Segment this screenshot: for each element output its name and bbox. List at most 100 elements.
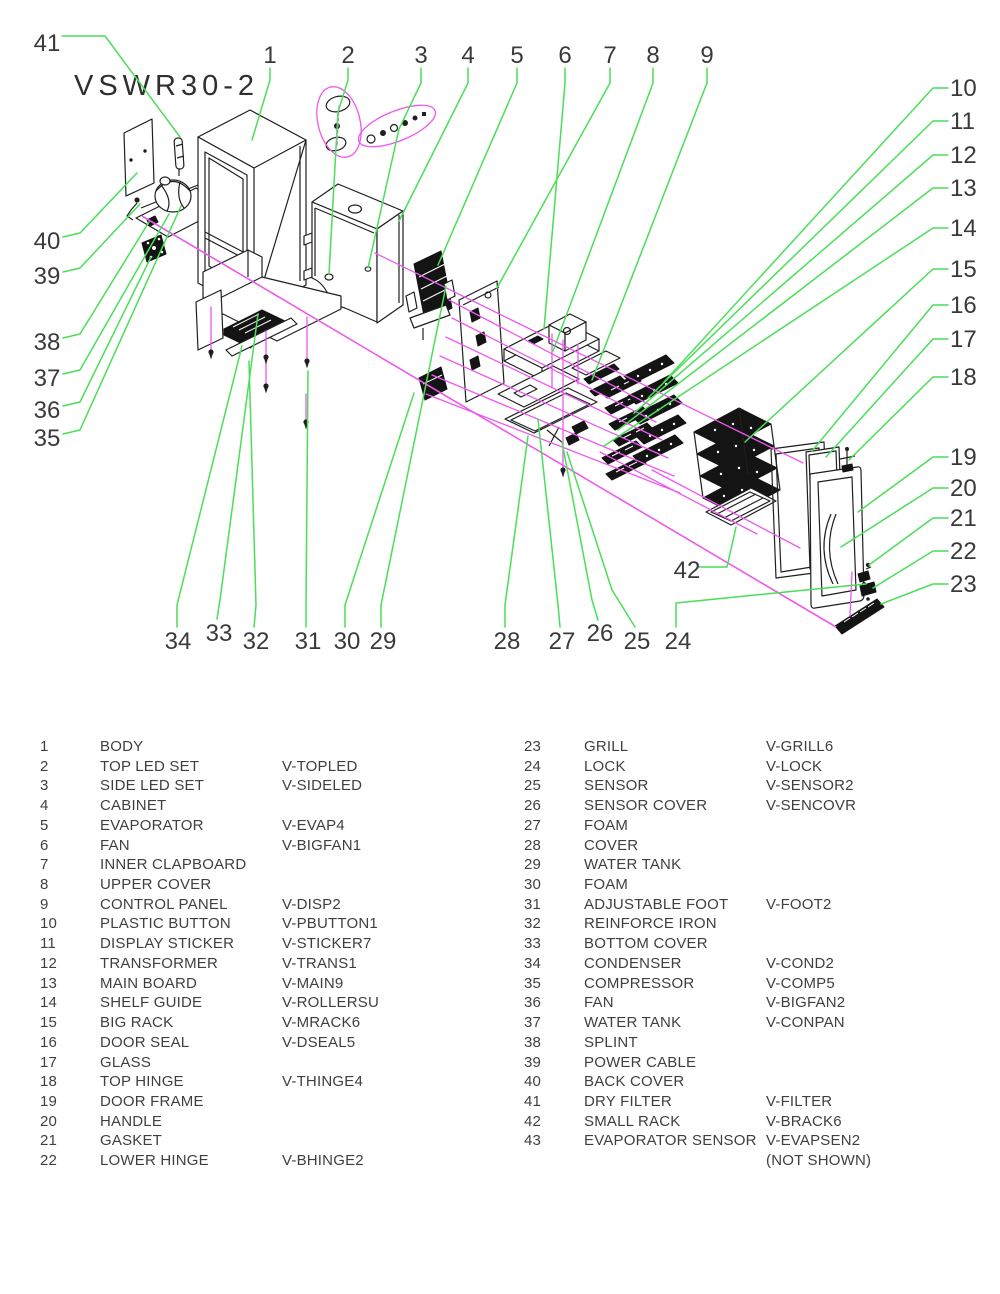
part-number: 11: [40, 935, 56, 953]
splint-part: [146, 215, 159, 227]
part-name: SPLINT: [584, 1033, 638, 1051]
callout-42: 42: [674, 557, 701, 584]
part-number: 21: [40, 1132, 58, 1150]
parts-table-right: 23 GRILL V-GRILL6 24 LOCK V-LOCK 25 SENSOR V-SEN…: [524, 737, 984, 1171]
part-code: V-SENSOR2: [766, 777, 854, 795]
part-name: DISPLAY STICKER: [100, 935, 235, 953]
part-number: 24: [524, 757, 542, 775]
part-code: V-SIDELED: [282, 777, 363, 795]
parts-row: 14 SHELF GUIDE V-ROLLERSU: [40, 993, 500, 1013]
part-code: [766, 836, 984, 856]
callout-6: 6: [558, 42, 571, 69]
part-name: TRANSFORMER: [100, 954, 219, 972]
part-name: SMALL RACK: [584, 1112, 681, 1130]
part-number: 6: [40, 836, 49, 854]
part-number: 13: [40, 974, 58, 992]
callout-14: 14: [950, 215, 977, 242]
callout-28: 28: [494, 628, 521, 655]
callout-38: 38: [34, 329, 61, 356]
part-number: 16: [40, 1033, 58, 1051]
part-name: ADJUSTABLE FOOT: [584, 895, 729, 913]
back-cover-part: [123, 118, 155, 197]
parts-row: 18 TOP HINGE V-THINGE4: [40, 1072, 500, 1092]
parts-row: 11 DISPLAY STICKER V-STICKER7: [40, 934, 500, 954]
part-code: V-BHINGE2: [282, 1152, 364, 1170]
part-code: V-ROLLERSU: [282, 994, 380, 1012]
part-code: [282, 1131, 500, 1151]
parts-row: 5 EVAPORATOR V-EVAP4: [40, 816, 500, 836]
model-title: VSWR30-2: [74, 70, 260, 102]
part-code: V-MAIN9: [282, 974, 344, 992]
part-number: 27: [524, 816, 542, 834]
part-name: INNER CLAPBOARD: [100, 856, 247, 874]
top-hinge-part: [839, 447, 856, 473]
evaporator-part: [405, 250, 456, 340]
parts-row: 16 DOOR SEAL V-DSEAL5: [40, 1033, 500, 1053]
fan-box-part: [548, 313, 587, 352]
grill-part: [834, 598, 885, 635]
callout-29: 29: [370, 628, 397, 655]
part-number: 39: [524, 1053, 542, 1071]
parts-row: 26 SENSOR COVER V-SENCOVR: [524, 796, 984, 816]
reinforce-iron-part: [225, 317, 298, 357]
part-code: V-DSEAL5: [282, 1033, 356, 1051]
part-code: [282, 796, 500, 816]
part-code: [282, 1112, 500, 1132]
part-code: [766, 875, 984, 895]
part-name: DOOR FRAME: [100, 1092, 204, 1110]
callout-8: 8: [646, 42, 659, 69]
part-code: [766, 816, 984, 836]
callout-4: 4: [461, 42, 474, 69]
part-code: [766, 1053, 984, 1073]
part-number: 37: [524, 1014, 542, 1032]
parts-row: 39 POWER CABLE: [524, 1053, 984, 1073]
part-code: V-LOCK: [766, 757, 823, 775]
part-name: WATER TANK: [584, 1014, 682, 1032]
parts-row: 8 UPPER COVER: [40, 875, 500, 895]
parts-row: 34 CONDENSER V-COND2: [524, 954, 984, 974]
part-name: HANDLE: [100, 1112, 163, 1130]
parts-row: 41 DRY FILTER V-FILTER: [524, 1092, 984, 1112]
part-name: EVAPORATOR: [100, 816, 204, 834]
parts-row: 23 GRILL V-GRILL6: [524, 737, 984, 757]
callout-25: 25: [624, 628, 651, 655]
part-code: V-FILTER: [766, 1092, 833, 1110]
part-number: 25: [524, 777, 542, 795]
part-number: 18: [40, 1073, 58, 1091]
part-name: BIG RACK: [100, 1014, 174, 1032]
part-name: EVAPORATOR SENSOR: [584, 1132, 757, 1150]
parts-row: 21 GASKET: [40, 1131, 500, 1151]
part-number: 41: [524, 1092, 542, 1110]
callout-10: 10: [950, 75, 977, 102]
part-name: CONTROL PANEL: [100, 895, 228, 913]
parts-row: 38 SPLINT: [524, 1033, 984, 1053]
parts-row: 36 FAN V-BIGFAN2: [524, 993, 984, 1013]
callout-labels: 1 2 3 4 5 6 7 8 91011121314151617181920212223242…: [34, 30, 977, 655]
parts-row: 12 TRANSFORMER V-TRANS1: [40, 954, 500, 974]
part-number: 29: [524, 856, 542, 874]
parts-table-left: 1 BODY 2 TOP LED SET V-TOPLED 3 SIDE LED SET V-…: [40, 737, 500, 1171]
part-name: TOP HINGE: [100, 1073, 184, 1091]
callout-41: 41: [34, 30, 61, 57]
parts-row: 20 HANDLE: [40, 1112, 500, 1132]
callout-3: 3: [414, 42, 427, 69]
callout-30: 30: [334, 628, 361, 655]
part-code: V-COMP5: [766, 974, 835, 992]
parts-row: 13 MAIN BOARD V-MAIN9: [40, 974, 500, 994]
foam-part: [497, 365, 580, 408]
part-code: V-THINGE4: [282, 1073, 363, 1091]
callout-1: 1: [263, 42, 276, 69]
part-code: V-DISP2: [282, 895, 341, 913]
lower-hinge-part: [859, 581, 877, 601]
part-name: WATER TANK: [584, 856, 682, 874]
part-number: 38: [524, 1033, 542, 1051]
part-name: BACK COVER: [584, 1073, 685, 1091]
parts-row: 29 WATER TANK: [524, 855, 984, 875]
part-number: 20: [40, 1112, 58, 1130]
part-name: CONDENSER: [584, 954, 682, 972]
part-code: [766, 914, 984, 934]
part-code: V-TOPLED: [282, 757, 358, 775]
power-cable-part: [126, 197, 140, 221]
parts-row: 2 TOP LED SET V-TOPLED: [40, 757, 500, 777]
callout-33: 33: [206, 620, 233, 647]
